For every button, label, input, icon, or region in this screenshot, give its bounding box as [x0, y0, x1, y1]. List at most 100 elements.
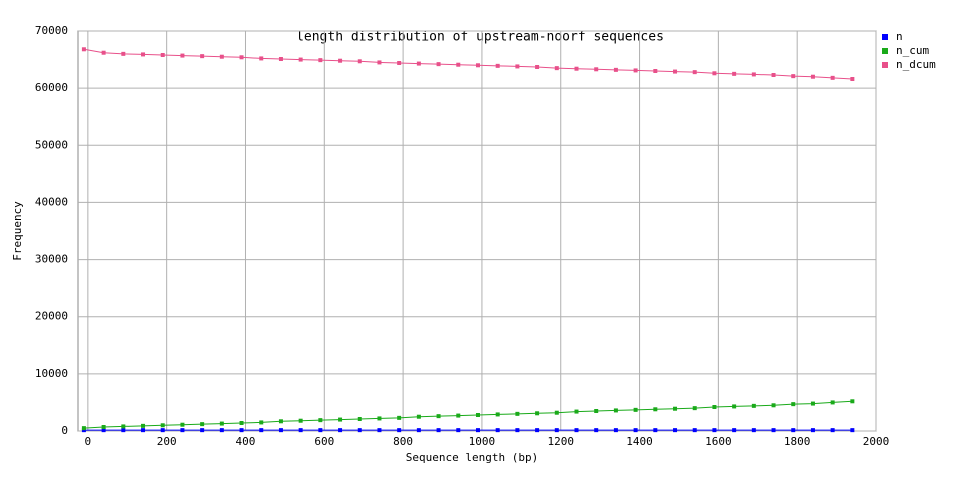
x-tick-label: 200 — [157, 435, 177, 448]
data-point — [377, 60, 382, 65]
data-point — [397, 415, 402, 420]
data-point — [712, 428, 717, 433]
data-point — [377, 428, 382, 433]
y-axis-label: Frequency — [11, 201, 24, 261]
data-point — [475, 63, 480, 68]
data-point — [594, 428, 599, 433]
data-point — [318, 418, 323, 423]
data-point — [200, 54, 205, 59]
data-point — [160, 423, 165, 428]
data-point — [101, 428, 106, 433]
data-point — [141, 52, 146, 57]
data-point — [219, 428, 224, 433]
data-point — [633, 407, 638, 412]
data-point — [338, 428, 343, 433]
x-tick-label: 1000 — [469, 435, 496, 448]
data-point — [180, 428, 185, 433]
data-point — [594, 409, 599, 413]
data-point — [515, 411, 520, 416]
x-tick-label: 1800 — [784, 435, 811, 448]
y-tick-label: 10000 — [35, 367, 68, 380]
data-point — [200, 428, 205, 433]
y-tick-label: 70000 — [35, 24, 68, 37]
data-point — [613, 428, 618, 433]
data-point — [515, 64, 520, 69]
data-point — [81, 47, 86, 52]
data-point — [81, 426, 86, 431]
data-point — [554, 66, 559, 71]
data-point — [653, 407, 658, 412]
data-point — [633, 68, 638, 73]
data-point — [771, 403, 776, 408]
data-point — [673, 406, 678, 411]
data-point — [101, 425, 106, 429]
data-point — [692, 70, 697, 75]
data-point — [732, 428, 737, 433]
x-tick-label: 0 — [85, 435, 92, 448]
data-point — [475, 428, 480, 433]
data-point — [613, 67, 618, 72]
data-point — [180, 53, 185, 58]
data-point — [850, 399, 855, 404]
legend-label: n — [896, 30, 903, 43]
data-point — [259, 56, 264, 61]
legend-label: n_dcum — [896, 58, 936, 71]
data-point — [298, 418, 303, 423]
series-line — [83, 400, 853, 429]
x-tick-label: 1600 — [705, 435, 732, 448]
data-point — [121, 428, 126, 433]
y-tick-label: 50000 — [35, 138, 68, 151]
y-tick-label: 0 — [61, 424, 68, 437]
data-point — [751, 428, 756, 433]
x-tick-label: 600 — [314, 435, 334, 448]
data-point — [810, 428, 815, 433]
data-point — [357, 428, 362, 433]
data-point — [475, 413, 480, 417]
data-point — [160, 53, 165, 57]
data-point — [298, 428, 303, 433]
data-point — [574, 428, 579, 433]
data-point — [121, 51, 126, 56]
data-point — [495, 63, 500, 68]
data-point — [732, 71, 737, 76]
x-tick-label: 1400 — [626, 435, 653, 448]
legend-swatch — [882, 62, 888, 68]
data-point — [456, 413, 461, 418]
data-point — [673, 69, 678, 74]
data-point — [791, 74, 796, 79]
chart-title: length distribution of upstream-noorf se… — [296, 30, 664, 45]
data-point — [416, 414, 421, 419]
data-point — [613, 408, 618, 413]
data-point — [278, 419, 283, 424]
y-tick-label: 20000 — [35, 310, 68, 323]
legend-swatch — [882, 48, 888, 54]
data-point — [397, 428, 402, 433]
data-point — [810, 74, 815, 79]
data-point — [830, 75, 835, 80]
legend-label: n_cum — [896, 44, 929, 57]
data-point — [239, 55, 244, 60]
data-point — [751, 403, 756, 408]
data-point — [239, 428, 244, 433]
data-point — [594, 67, 599, 72]
data-point — [574, 409, 579, 414]
data-point — [219, 421, 224, 426]
series-line — [83, 48, 853, 80]
y-tick-label: 30000 — [35, 253, 68, 266]
data-point — [771, 73, 776, 77]
data-point — [259, 428, 264, 433]
plot-frame — [77, 30, 877, 432]
data-point — [554, 428, 559, 433]
data-point — [416, 428, 421, 433]
data-point — [397, 61, 402, 65]
data-point — [357, 59, 362, 64]
x-tick-label: 800 — [393, 435, 413, 448]
data-point — [318, 428, 323, 433]
data-point — [673, 428, 678, 433]
data-point — [653, 69, 658, 73]
x-tick-label: 2000 — [863, 435, 890, 448]
data-point — [574, 66, 579, 71]
data-point — [456, 428, 461, 433]
data-point — [692, 428, 697, 433]
